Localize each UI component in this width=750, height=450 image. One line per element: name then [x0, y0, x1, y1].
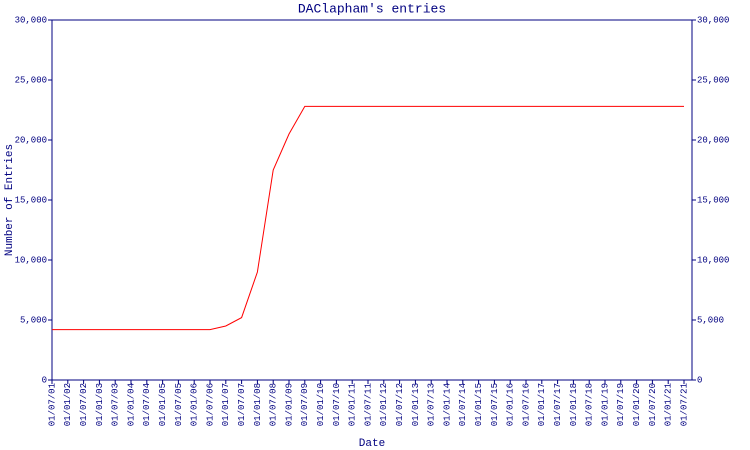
x-tick-label: 01/07/09 [300, 383, 310, 426]
chart-title: DAClapham's entries [298, 1, 446, 16]
x-tick-label: 01/07/15 [490, 383, 500, 426]
x-tick-label: 01/07/07 [237, 383, 247, 426]
x-tick-label: 01/01/12 [379, 383, 389, 426]
x-tick-label: 01/07/19 [616, 383, 626, 426]
x-tick-label: 01/07/08 [269, 383, 279, 426]
x-tick-label: 01/01/19 [600, 383, 610, 426]
x-tick-label: 01/01/09 [284, 383, 294, 426]
x-tick-label: 01/01/10 [316, 383, 326, 426]
y-tick-label: 5,000 [20, 315, 47, 325]
x-tick-label: 01/01/17 [537, 383, 547, 426]
plot-frame [51, 19, 693, 381]
x-tick-label: 01/07/12 [395, 383, 405, 426]
x-tick-label: 01/07/02 [79, 383, 89, 426]
x-tick-label: 01/07/06 [205, 383, 215, 426]
y2-tick-label: 10,000 [697, 255, 729, 265]
x-tick-label: 01/01/15 [474, 383, 484, 426]
x-tick-label: 01/07/18 [585, 383, 595, 426]
x-tick-label: 01/07/03 [111, 383, 121, 426]
x-tick-label: 01/01/11 [348, 383, 358, 426]
x-tick-label: 01/01/02 [63, 383, 73, 426]
y-tick-label: 0 [42, 375, 47, 385]
x-tick-label: 01/07/21 [679, 383, 689, 426]
x-tick-label: 01/01/21 [664, 383, 674, 426]
x-axis-title: Date [359, 438, 385, 450]
x-tick-label: 01/01/04 [126, 383, 136, 426]
x-tick-label: 01/01/08 [253, 383, 263, 426]
y2-tick-label: 20,000 [697, 135, 729, 145]
x-tick-label: 01/07/11 [363, 383, 373, 426]
y2-tick-label: 15,000 [697, 195, 729, 205]
x-tick-label: 01/01/20 [632, 383, 642, 426]
x-tick-label: 01/07/05 [174, 383, 184, 426]
x-tick-label: 01/07/04 [142, 383, 152, 426]
x-tick-label: 01/07/13 [427, 383, 437, 426]
y2-tick-label: 0 [697, 375, 702, 385]
x-tick-label: 01/07/16 [521, 383, 531, 426]
x-tick-label: 01/01/03 [95, 383, 105, 426]
x-tick-label: 01/01/07 [221, 383, 231, 426]
y-tick-label: 20,000 [15, 135, 47, 145]
y2-tick-label: 25,000 [697, 75, 729, 85]
y2-tick-label: 30,000 [697, 15, 729, 25]
x-tick-label: 01/01/06 [190, 383, 200, 426]
y2-tick-label: 5,000 [697, 315, 724, 325]
x-tick-label: 01/07/20 [648, 383, 658, 426]
y-axis-title: Number of Entries [4, 144, 16, 256]
data-line [52, 105, 684, 331]
x-tick-label: 01/01/14 [442, 383, 452, 426]
y-tick-label: 30,000 [15, 15, 47, 25]
y-tick-label: 10,000 [15, 255, 47, 265]
x-tick-label: 01/07/01 [47, 383, 57, 426]
x-tick-label: 01/01/18 [569, 383, 579, 426]
y-tick-label: 25,000 [15, 75, 47, 85]
x-tick-label: 01/07/10 [332, 383, 342, 426]
y-tick-label: 15,000 [15, 195, 47, 205]
x-tick-label: 01/01/16 [506, 383, 516, 426]
x-tick-label: 01/07/17 [553, 383, 563, 426]
x-tick-label: 01/07/14 [458, 383, 468, 426]
x-tick-label: 01/01/05 [158, 383, 168, 426]
x-tick-label: 01/01/13 [411, 383, 421, 426]
